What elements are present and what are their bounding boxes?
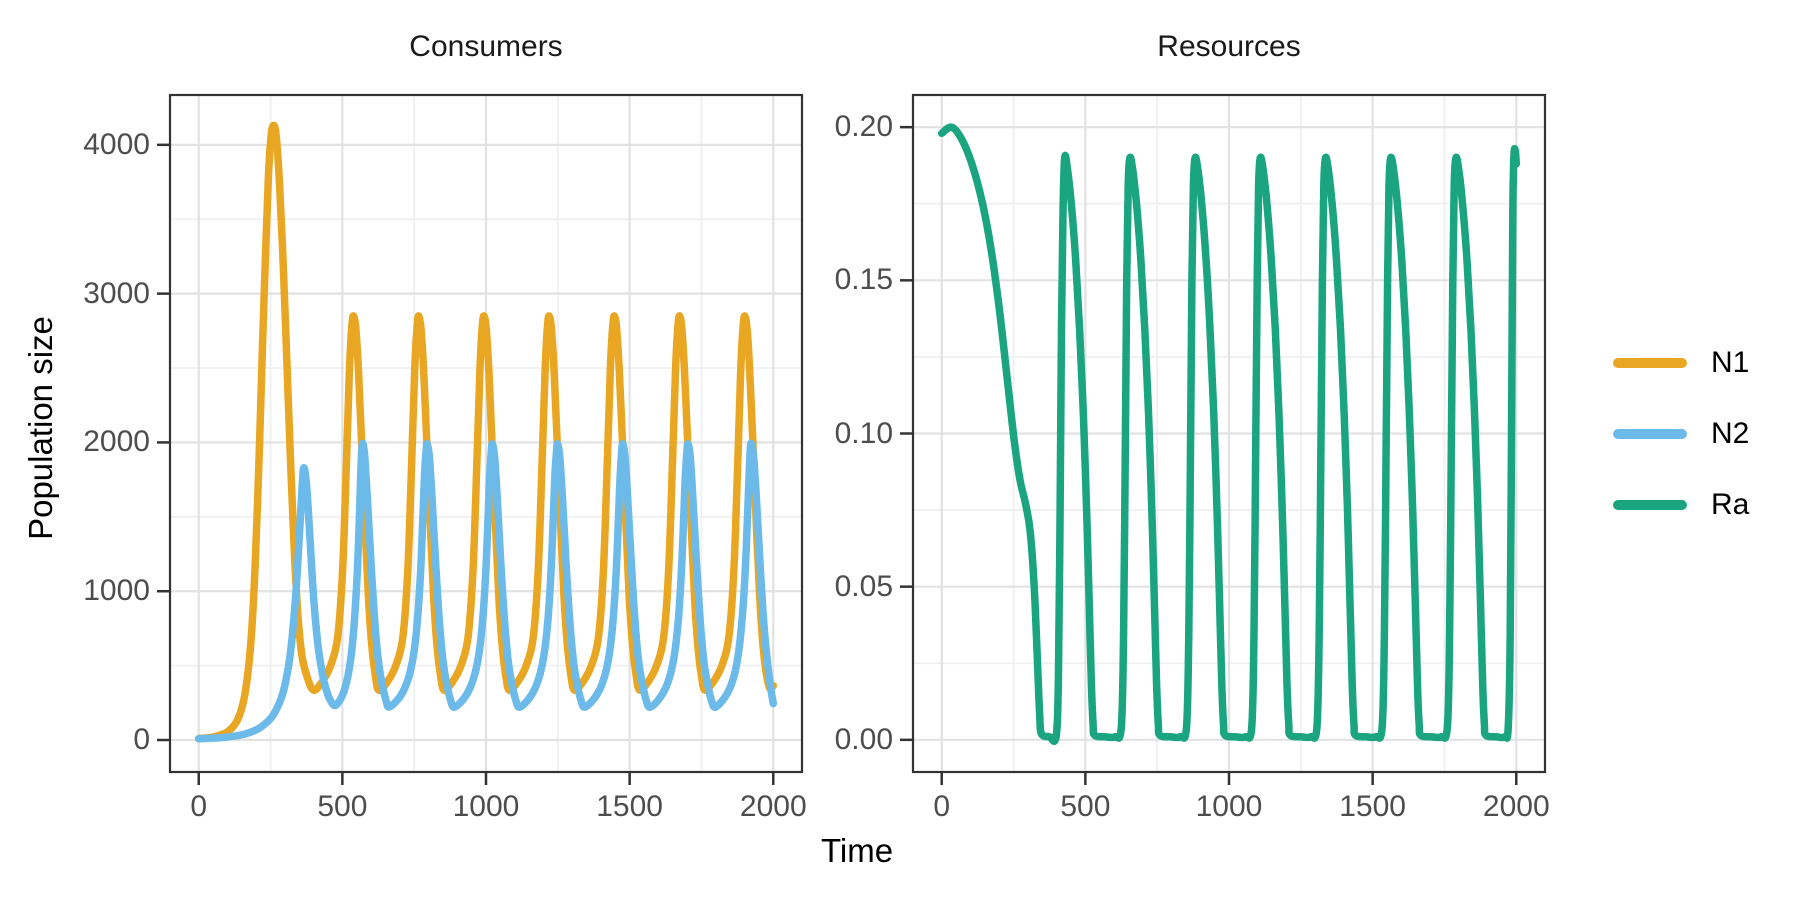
x-axis-title: Time (820, 832, 894, 869)
legend-label: N2 (1711, 417, 1750, 450)
x-tick-label: 2000 (739, 790, 807, 823)
legend-item-Ra: Ra (1613, 483, 1749, 527)
y-tick-label: 0.05 (834, 569, 893, 603)
y-tick-label: 0.15 (834, 263, 893, 297)
y-tick-label: 0.10 (834, 416, 893, 450)
x-tick-label: 1500 (596, 790, 663, 823)
legend-item-N2: N2 (1613, 412, 1749, 456)
y-tick-label: 2000 (83, 425, 150, 459)
series-Ra-line (937, 123, 1521, 745)
x-tick-label: 1500 (1339, 790, 1406, 823)
panel-title-consumers: Consumers (409, 30, 563, 63)
legend-key-Ra (1613, 500, 1687, 510)
series-N1-line (194, 121, 778, 743)
x-tick-label: 500 (1060, 790, 1111, 823)
y-tick-label: 1000 (83, 574, 150, 608)
y-tick-label: 0 (133, 723, 150, 756)
x-tick-label: 1000 (452, 790, 520, 823)
legend-key-N2 (1613, 429, 1687, 439)
series-N2-line (194, 439, 778, 743)
x-tick-label: 0 (190, 790, 208, 823)
y-tick-label: 0.20 (834, 110, 893, 144)
x-tick-label: 2000 (1482, 790, 1550, 823)
y-tick-label: 4000 (83, 127, 150, 161)
x-tick-label: 0 (933, 790, 951, 823)
legend-item-N1: N1 (1613, 341, 1749, 385)
legend-key-N1 (1613, 358, 1687, 368)
y-tick-label: 3000 (83, 276, 150, 310)
y-tick-label: 0.00 (834, 722, 893, 756)
x-tick-label: 1000 (1195, 790, 1263, 823)
x-tick-label: 500 (317, 790, 368, 823)
legend-label: Ra (1711, 488, 1750, 521)
legend-label: N1 (1711, 346, 1750, 379)
panel-title-resources: Resources (1157, 30, 1301, 63)
